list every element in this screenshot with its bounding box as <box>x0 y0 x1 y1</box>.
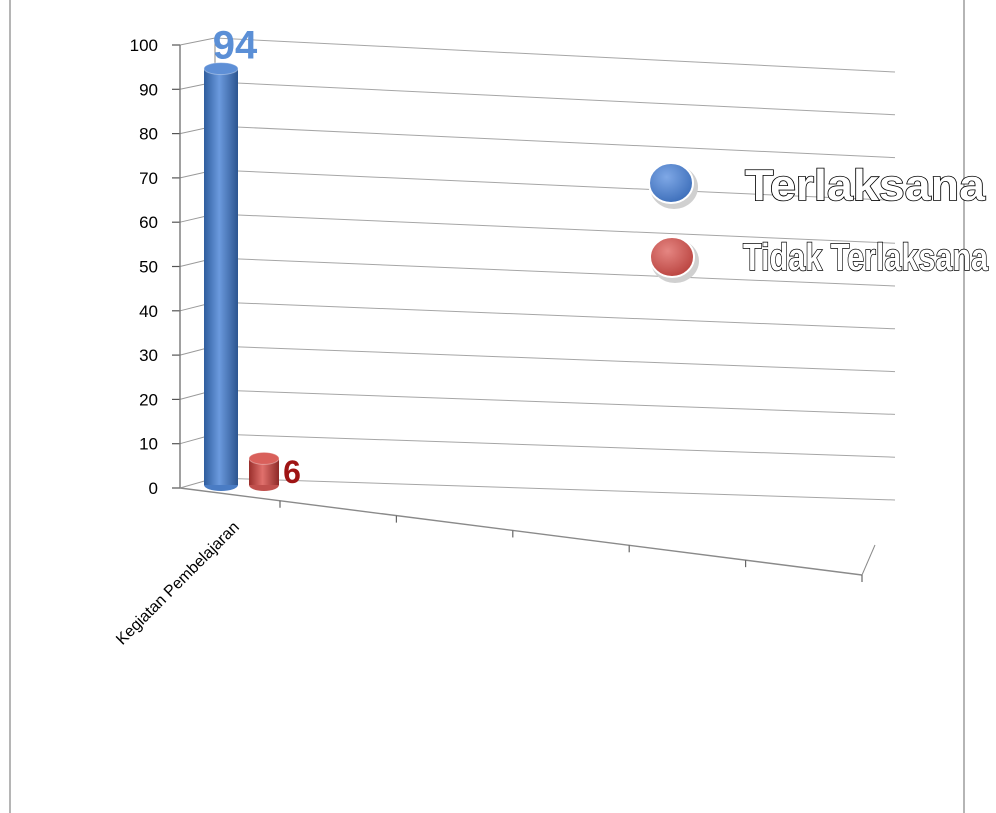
axes <box>172 38 876 582</box>
y-tick-label: 10 <box>139 435 158 454</box>
back-wall-gridline <box>214 37 896 73</box>
back-wall-gridline <box>214 169 896 201</box>
back-wall-gridline <box>214 301 896 330</box>
back-wall-gridline <box>214 345 896 373</box>
y-tick-label: 80 <box>139 125 158 144</box>
floor-right-edge <box>861 544 876 576</box>
bar-terlaksana <box>203 62 239 491</box>
back-wall-gridline <box>214 81 896 116</box>
side-wall-gridline <box>179 37 216 46</box>
x-axis-line <box>179 487 863 576</box>
data-label-terlaksana: 94 <box>213 24 258 68</box>
y-tick-label: 90 <box>139 80 158 99</box>
y-tick-label: 60 <box>139 213 158 232</box>
bar-tidak-terlaksana <box>248 451 280 491</box>
legend-label: Terlaksana <box>745 161 986 210</box>
category-labels: Kegiatan Pembelajaran <box>113 519 243 649</box>
y-tick-label: 30 <box>139 346 158 365</box>
y-tick-label: 70 <box>139 169 158 188</box>
y-tick-label: 0 <box>149 479 158 498</box>
back-wall-gridline <box>214 433 896 458</box>
legend-item-tidak-terlaksana: Tidak Terlaksana <box>649 236 989 283</box>
back-wall-gridline <box>214 477 896 501</box>
back-wall-gridline <box>214 389 896 415</box>
y-tick-label: 40 <box>139 302 158 321</box>
legend-label: Tidak Terlaksana <box>743 237 989 279</box>
legend-item-terlaksana: Terlaksana <box>648 160 986 211</box>
bars <box>203 62 280 491</box>
legend-marker <box>649 236 695 278</box>
legend: Terlaksana Tidak Terlaksana <box>648 160 989 283</box>
data-label-tidak-terlaksana: 6 <box>283 454 301 490</box>
data-labels: 94 6 <box>213 24 301 490</box>
y-tick-label: 100 <box>130 36 158 55</box>
legend-marker <box>648 162 694 204</box>
category-label: Kegiatan Pembelajaran <box>113 519 243 649</box>
y-axis-ticks: 0 10 20 30 40 50 60 70 80 90 100 <box>130 36 158 498</box>
back-wall-gridline <box>214 125 896 159</box>
y-tick-label: 20 <box>139 390 158 409</box>
back-wall-gridline <box>214 213 896 244</box>
chart-frame <box>9 0 965 813</box>
back-wall-gridline <box>214 257 896 287</box>
y-tick-label: 50 <box>139 258 158 277</box>
gridlines <box>179 37 896 501</box>
